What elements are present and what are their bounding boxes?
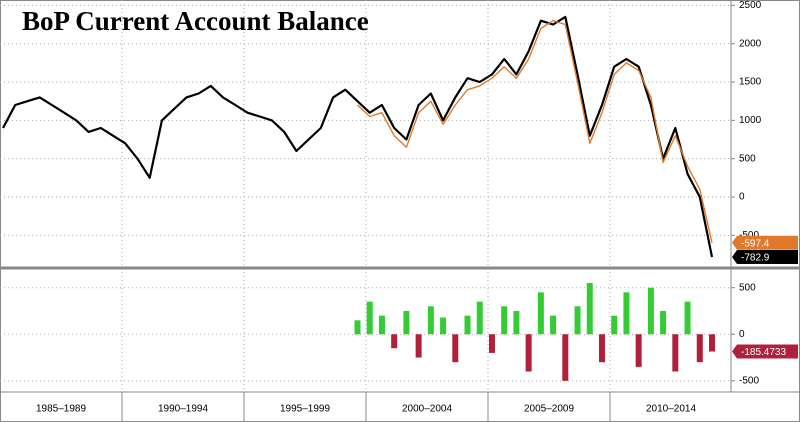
y-tick-label: 500 (739, 282, 756, 293)
bar (440, 317, 447, 335)
y-tick-label: 1000 (739, 115, 762, 126)
line-series (357, 20, 713, 243)
bar (660, 310, 667, 335)
bar (403, 310, 410, 335)
last-value-label: -782.9 (741, 253, 770, 264)
y-tick-label: 0 (739, 329, 745, 340)
bar (696, 334, 703, 363)
y-tick-label: -500 (739, 230, 759, 241)
x-tick-label: 1985–1989 (36, 404, 86, 415)
bar (623, 292, 630, 335)
y-tick-label: 2000 (739, 38, 762, 49)
bar (537, 292, 544, 335)
bar (427, 306, 434, 335)
x-tick-label: 2010–2014 (646, 404, 696, 415)
bar (452, 334, 459, 363)
bar (635, 334, 642, 367)
bar (586, 283, 593, 335)
x-tick-label: 1990–1994 (158, 404, 208, 415)
bar (672, 334, 679, 372)
bar (525, 334, 532, 372)
bar (366, 301, 373, 335)
bar (709, 334, 715, 352)
line-series (2, 15, 714, 258)
last-value-box (732, 235, 798, 250)
x-tick-label: 2000–2004 (402, 404, 452, 415)
last-value-label: -185.4733 (741, 347, 786, 358)
bar (476, 301, 483, 335)
y-tick-label: 1500 (739, 77, 762, 88)
bar (574, 306, 581, 335)
bar (550, 315, 557, 335)
bar (354, 320, 361, 335)
last-value-label: -597.4 (741, 238, 770, 249)
last-value-box (732, 250, 798, 265)
y-tick-label: -500 (739, 375, 759, 386)
chart-title: BoP Current Account Balance (22, 6, 369, 36)
bar (513, 310, 520, 335)
period-grid (121, 0, 611, 392)
y-tick-label: 500 (739, 153, 756, 164)
y-tick-label: 0 (739, 192, 745, 203)
bar (464, 315, 471, 335)
bar (378, 315, 385, 335)
x-tick-label: 2005–2009 (524, 404, 574, 415)
x-tick-label: 1995–1999 (280, 404, 330, 415)
bar (684, 301, 691, 335)
bar (562, 334, 569, 381)
bar (391, 334, 398, 349)
bar (647, 287, 654, 335)
bar (501, 306, 508, 335)
bar (488, 334, 495, 353)
bar (611, 315, 618, 335)
y-tick-label: 2500 (739, 0, 762, 11)
bar (415, 334, 422, 358)
last-value-box (732, 344, 798, 359)
bar (598, 334, 605, 363)
